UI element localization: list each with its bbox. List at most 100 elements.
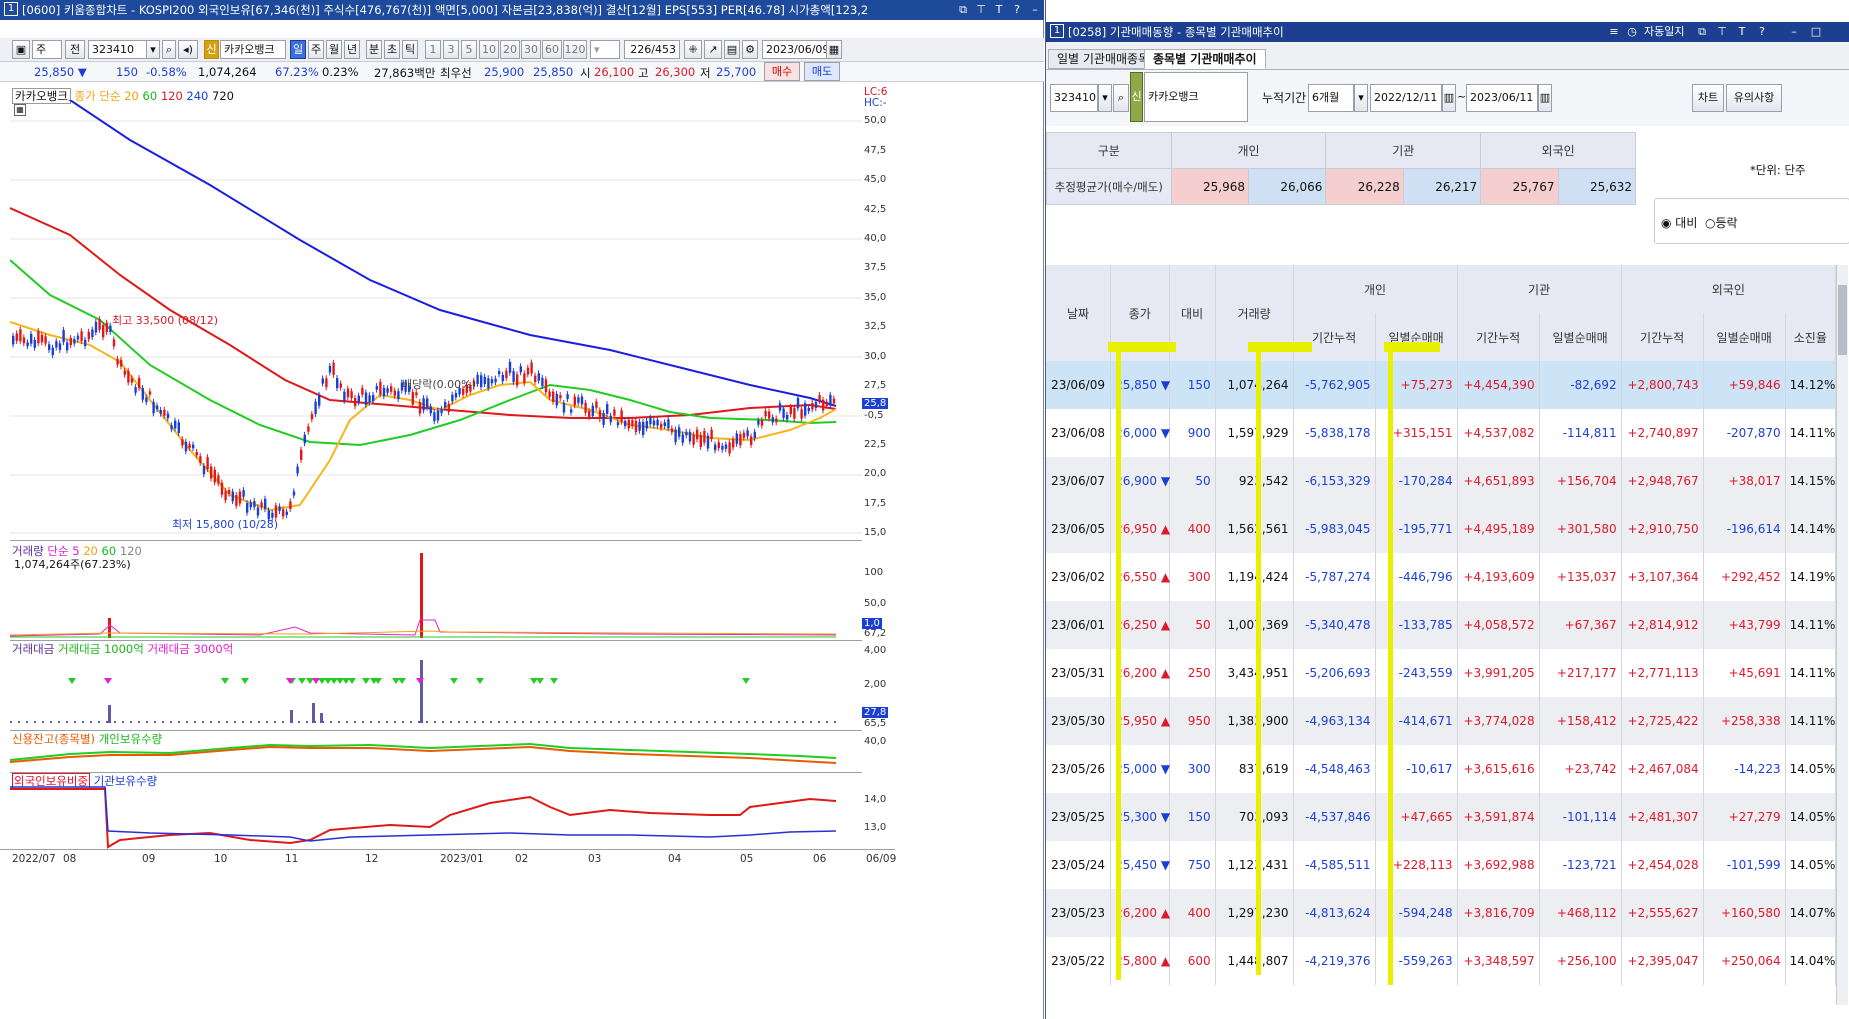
sound-icon[interactable]: ◂)	[178, 40, 198, 59]
end-calendar-icon[interactable]: ▥	[1538, 84, 1552, 112]
table-scrollbar[interactable]	[1836, 265, 1848, 1005]
period-week-button[interactable]: 주	[308, 40, 324, 59]
radio-compare[interactable]: ◉ 대비	[1661, 216, 1698, 230]
row-volume: 3,434,951	[1215, 649, 1294, 697]
sell-button[interactable]: 매도	[804, 62, 840, 81]
window-pin-icon[interactable]: ⊤	[976, 3, 986, 16]
amount-bar	[226, 721, 228, 723]
window-minimize-icon[interactable]: –	[1791, 25, 1797, 38]
save-icon[interactable]: ▤	[724, 40, 740, 59]
table-row[interactable]: 23/05/25 25,300 ▼ 150 703,093 -4,537,846 +47,…	[1046, 793, 1836, 841]
tool-draw-icon[interactable]: ↗	[704, 40, 722, 59]
amount-bar	[778, 721, 780, 723]
tab-daily-institution[interactable]: 일별 기관매매종목	[1048, 49, 1159, 69]
table-row[interactable]: 23/05/26 25,000 ▼ 300 837,619 -4,548,463 -10,…	[1046, 745, 1836, 793]
prev-button[interactable]: 전	[65, 40, 85, 59]
calendar-icon[interactable]: ▦	[826, 40, 842, 59]
candle-body	[372, 394, 375, 402]
unit-label: *단위: 단주	[1750, 163, 1806, 177]
interval-custom-select[interactable]: ▾	[590, 40, 620, 59]
notice-button[interactable]: 유의사항	[1726, 84, 1782, 112]
window-help-icon[interactable]: ?	[1759, 25, 1765, 38]
amount-bar	[346, 721, 348, 723]
chart-button[interactable]: 차트	[1692, 84, 1724, 112]
stock-code-input[interactable]: 323410	[1050, 84, 1098, 112]
window-copy-icon[interactable]: ⧉	[1698, 25, 1706, 38]
chart-type-select[interactable]: 주	[32, 40, 62, 59]
amount-bar	[730, 721, 732, 723]
chart-settings-icon[interactable]: ▣	[12, 40, 30, 59]
period-dropdown-icon[interactable]: ▾	[1354, 84, 1368, 112]
amount-1000-marker	[221, 678, 229, 684]
interval-5-button[interactable]: 5	[461, 40, 477, 59]
start-calendar-icon[interactable]: ▥	[1442, 84, 1456, 112]
window-copy-icon[interactable]: ⧉	[959, 3, 967, 16]
interval-30-button[interactable]: 30	[521, 40, 541, 59]
search-icon[interactable]: ⌕	[1113, 84, 1129, 112]
interval-3-button[interactable]: 3	[443, 40, 459, 59]
foreign-legend: 외국인보유비중 기관보유수량	[12, 773, 157, 789]
buy-button[interactable]: 매수	[764, 62, 800, 81]
candles	[12, 316, 836, 523]
journal-icon[interactable]: ◷	[1627, 25, 1637, 38]
vol-ma60: 60	[101, 544, 117, 558]
candle-body	[609, 415, 612, 423]
price-chart[interactable]	[10, 100, 862, 538]
interval-60-button[interactable]: 60	[542, 40, 562, 59]
data-count-field[interactable]: 226/453	[624, 40, 680, 59]
date-input[interactable]: 2023/06/09	[762, 40, 842, 59]
window-maximize-icon[interactable]: □	[1810, 25, 1822, 38]
chart-window-titlebar[interactable]: 1 [0600] 키움종합차트 - KOSPI200 외국인보유[67,346(천…	[0, 0, 1044, 20]
interval-10-button[interactable]: 10	[479, 40, 499, 59]
window-minimize-icon[interactable]: –	[1032, 3, 1038, 16]
tab-stock-institution[interactable]: 종목별 기관매매추이	[1144, 49, 1266, 69]
stock-code-input[interactable]: 323410	[88, 40, 148, 59]
code-dropdown-icon[interactable]: ▾	[1098, 84, 1112, 112]
tool-cross-icon[interactable]: ⁜	[684, 40, 702, 59]
row-exhaust-ratio: 14.19%	[1785, 553, 1836, 601]
period-year-button[interactable]: 년	[344, 40, 360, 59]
row-exhaust-ratio: 14.04%	[1785, 937, 1836, 985]
start-date-input[interactable]: 2022/12/11	[1370, 84, 1442, 112]
period-tick-button[interactable]: 틱	[402, 40, 418, 59]
end-date-input[interactable]: 2023/06/11	[1466, 84, 1538, 112]
row-foreign-cum: +2,814,912	[1621, 601, 1704, 649]
search-icon[interactable]: ⌕	[162, 40, 176, 59]
institution-window-titlebar[interactable]: 1 [0258] 기관매매동향 - 종목별 기관매매추이 ≡ ◷ 자동일지 ⧉ ⊤…	[1046, 22, 1849, 42]
scrollbar-thumb[interactable]	[1838, 285, 1847, 355]
period-minute-button[interactable]: 분	[366, 40, 382, 59]
window-help-icon[interactable]: ?	[1014, 3, 1020, 16]
period-month-button[interactable]: 월	[326, 40, 342, 59]
window-pin-icon[interactable]: ⊤	[1717, 25, 1727, 38]
candle-body	[271, 512, 274, 518]
interval-120-button[interactable]: 120	[563, 40, 587, 59]
row-close-value: 26,550	[1115, 570, 1158, 584]
radio-change[interactable]: ○등락	[1705, 216, 1738, 230]
menu-icon[interactable]: ≡	[1609, 25, 1619, 38]
period-day-button[interactable]: 일	[290, 40, 306, 59]
table-row[interactable]: 23/06/07 26,900 ▼ 50 923,542 -6,153,329 -170,…	[1046, 457, 1836, 505]
auto-journal-label[interactable]: 자동일지	[1644, 25, 1685, 38]
date-range-separator: ~	[1457, 90, 1467, 103]
gear-icon[interactable]: ⚙	[742, 40, 758, 59]
interval-20-button[interactable]: 20	[500, 40, 520, 59]
window-text-icon[interactable]: T	[1738, 25, 1746, 38]
period-select[interactable]: 6개월	[1308, 84, 1354, 112]
row-change: 950	[1169, 697, 1216, 745]
window-text-icon[interactable]: T	[995, 3, 1003, 16]
candle-body	[613, 409, 616, 416]
period-second-button[interactable]: 초	[384, 40, 400, 59]
interval-1-button[interactable]: 1	[425, 40, 441, 59]
code-dropdown-icon[interactable]: ▾	[146, 40, 160, 59]
chart-grid-icon[interactable]: ▦	[14, 104, 26, 116]
